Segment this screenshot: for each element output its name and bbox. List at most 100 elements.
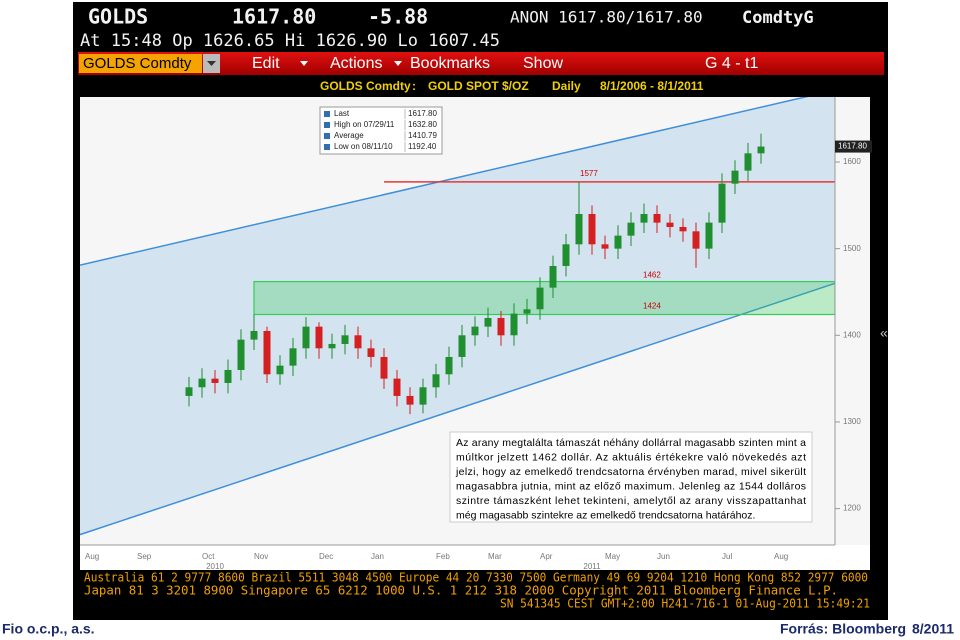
security-box[interactable] (79, 54, 202, 73)
last-price-tag (835, 140, 872, 153)
candle-body (393, 378, 401, 396)
last-price-label: 1617.80 (838, 142, 867, 151)
sub-security: GOLDS Comdty (320, 79, 411, 93)
note-line: magasabbra jutnia, mint az előző maximum… (456, 480, 806, 492)
y-tick-label: 1500 (843, 244, 861, 253)
candle-body (653, 213, 661, 223)
candle-body (484, 317, 492, 327)
x-tick-label: Jun (657, 552, 670, 561)
legend-symbol (324, 122, 330, 128)
dropdown-arrow (207, 61, 216, 66)
x-tick-label: Jul (722, 552, 732, 561)
candle-body (380, 356, 388, 379)
menu-item[interactable]: Show (523, 55, 563, 72)
candle-body (588, 213, 596, 245)
page-id: G 4 - t1 (705, 55, 758, 72)
note-line: Az arany megtalálta támaszát néhány doll… (456, 437, 806, 449)
legend-value: 1192.40 (408, 142, 437, 151)
x-tick-label: Nov (254, 552, 268, 561)
x-tick-label: Feb (436, 552, 450, 561)
x-tick-label: Aug (85, 552, 99, 561)
x-tick-label: Sep (137, 552, 152, 561)
menu: Edit Actions Bookmarks Show (252, 55, 563, 72)
session: At 15:48 Op 1626.65 Hi 1626.90 Lo 1607.4… (80, 31, 500, 51)
note-line: múltkor jelzett 1462 dollár. Az aktuális… (456, 451, 806, 463)
x-tick-label: Mar (488, 552, 502, 561)
candle-body (705, 222, 713, 249)
candle-body (575, 213, 583, 245)
candle-body (757, 146, 765, 154)
x-tick-label: May (605, 552, 620, 561)
candle-body (289, 348, 297, 366)
x-tick-label: Jan (371, 552, 384, 561)
candle-body (640, 213, 648, 223)
sector: ComdtyG (742, 8, 814, 28)
subheader: GOLDS Comdty : GOLD SPOT $/OZ Daily 8/1/… (320, 79, 704, 93)
sub-name: GOLD SPOT $/OZ (428, 79, 529, 93)
credit-left: Fio o.c.p., a.s. (2, 621, 95, 637)
candle-body (744, 153, 752, 171)
candle-body (406, 395, 414, 405)
credit-date: 8/2011 (912, 621, 954, 637)
header: GOLDS 1617.80 -5.88 ANON 1617.80/1617.80… (80, 5, 814, 52)
legend-name: Last (334, 109, 350, 118)
menu-item[interactable]: Bookmarks (410, 55, 490, 72)
sub-separator: : (412, 79, 416, 93)
change: -5.88 (368, 5, 428, 29)
candle-body (211, 378, 219, 383)
band-label: 1424 (643, 302, 661, 311)
candle-body (367, 348, 375, 357)
candle-body (224, 369, 232, 383)
candle-body (341, 335, 349, 344)
candle-body (679, 226, 687, 232)
candle-body (185, 387, 193, 396)
price: 1617.80 (232, 5, 316, 29)
candle-body (718, 183, 726, 223)
x-axis-area (80, 545, 870, 570)
legend-box (319, 106, 443, 155)
candle-body (315, 326, 323, 349)
legend-name: Low on 08/11/10 (334, 142, 393, 151)
legend-value: 1410.79 (408, 131, 437, 140)
quote: ANON 1617.80/1617.80 (510, 8, 703, 27)
candle-body (614, 235, 622, 249)
menu-item[interactable]: Edit (252, 55, 280, 72)
channel-line (80, 97, 809, 266)
trend-channel (80, 97, 835, 535)
candle-body (458, 335, 466, 357)
year-label: 2010 (206, 562, 224, 571)
candle-body (276, 365, 284, 375)
candle-body (523, 309, 531, 314)
y-tick-label: 1600 (843, 157, 861, 166)
axes: 1462 1424 1577 1200 1300 1400 1500 1600 1617.80 A… (80, 97, 872, 571)
candle-body (666, 222, 674, 227)
footer-line: SN 541345 CEST GMT+2:00 H241-716-1 01-Au… (500, 597, 870, 611)
note-box (449, 431, 813, 523)
x-tick-label: Apr (540, 552, 553, 561)
candle-body (419, 387, 427, 405)
sub-range: 8/1/2006 - 8/1/2011 (600, 79, 704, 93)
candle-body (562, 244, 570, 266)
credits: Fio o.c.p., a.s. Forrás: Bloomberg 8/201… (2, 621, 954, 637)
legend-name: Average (334, 131, 364, 140)
x-tick-label: Aug (774, 552, 788, 561)
candle-body (432, 374, 440, 388)
menu-item[interactable]: Actions (330, 55, 382, 72)
side-toggle[interactable]: « (880, 325, 888, 341)
candle-body (627, 222, 635, 236)
candle-body (549, 265, 557, 288)
legend-symbol (324, 111, 330, 117)
sub-period: Daily (552, 79, 581, 93)
support-band (253, 280, 835, 316)
y-tick-label: 1400 (843, 330, 861, 339)
plot (80, 97, 835, 536)
candle-body (510, 313, 518, 336)
candle-body (250, 330, 258, 340)
level-label: 1577 (580, 169, 598, 178)
y-tick-label: 1200 (843, 504, 861, 513)
candle-body (692, 231, 700, 249)
security-field[interactable]: GOLDS Comdty (83, 55, 192, 72)
candle-body (263, 330, 271, 375)
